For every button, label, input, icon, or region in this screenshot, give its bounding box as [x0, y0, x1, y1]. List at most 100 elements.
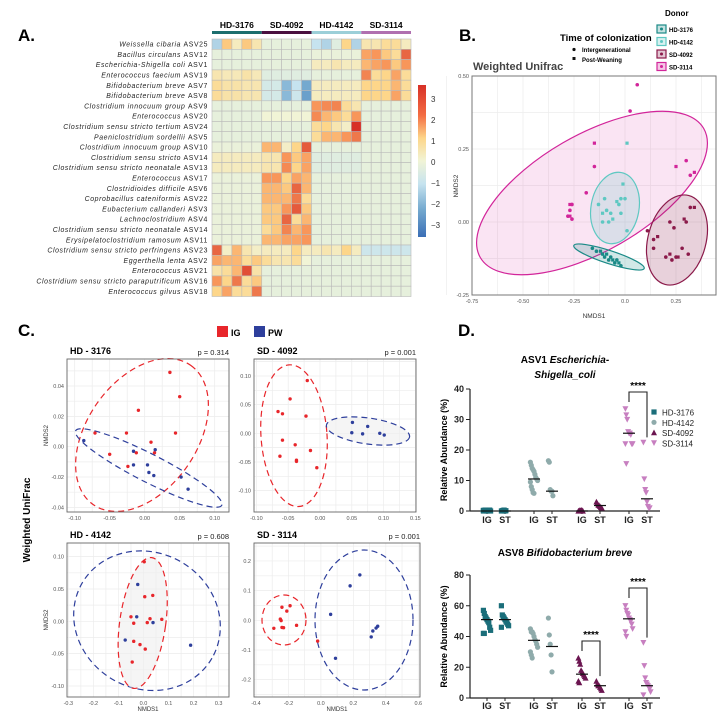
heatmap-cell: [231, 234, 243, 246]
heatmap-cell: [211, 244, 223, 256]
heatmap-cell: [271, 265, 282, 277]
heatmap-cell: [400, 110, 412, 122]
heatmap-cell: [271, 255, 282, 266]
taxon-name: Eggerthella lenta: [124, 258, 188, 265]
heatmap-cell: [221, 162, 233, 174]
heatmap-cell: [331, 38, 342, 50]
heatmap-cell: [311, 255, 322, 266]
heatmap-cell: [241, 203, 253, 215]
x-tick-label: -0.75: [466, 299, 479, 305]
data-point: [668, 220, 672, 224]
pw-point: [350, 431, 354, 435]
heatmap-cell: [251, 38, 263, 50]
heatmap-cell: [221, 59, 233, 71]
row-label: Enterococcus ASV20: [132, 114, 208, 121]
data-point-triangle: [577, 661, 584, 667]
heatmap-cell: [360, 79, 372, 91]
pw-point: [131, 463, 136, 467]
heatmap-cell: [331, 224, 342, 235]
row-label: Escherichia-Shigella coli ASV1: [96, 62, 208, 69]
heatmap-cell: [380, 59, 392, 71]
heatmap-cell: [341, 110, 352, 122]
x-tick-label: 0.10: [378, 516, 389, 522]
heatmap-cell: [281, 193, 292, 205]
data-point: [625, 228, 629, 233]
heatmap-cell: [221, 152, 233, 163]
heatmap-cell: [350, 255, 362, 266]
pw-point: [153, 448, 157, 452]
row-label: Bacillus circulans ASV12: [117, 52, 208, 59]
data-point-square: [668, 252, 672, 256]
heatmap-cell: [291, 182, 302, 194]
heatmap-cell: [390, 69, 402, 81]
heatmap-cell: [370, 213, 382, 225]
confidence-ellipse: [74, 428, 223, 508]
heatmap-cell: [261, 255, 272, 266]
taxon-name: Clostridium sensu stricto neonatale: [53, 227, 184, 234]
x-tick-label: 0.2: [190, 701, 198, 707]
legend-donor-dot: [660, 52, 663, 56]
ig-point: [168, 370, 172, 375]
heatmap-cell: [241, 131, 253, 143]
x-tick-label: 0.10: [209, 516, 220, 522]
heatmap-cell: [321, 275, 332, 287]
heatmap-cell: [211, 285, 223, 297]
data-point-circle: [548, 652, 554, 658]
heatmap-cell: [261, 224, 272, 235]
heatmap-cell: [251, 100, 263, 112]
heatmap-cell: [221, 213, 233, 225]
asv-id: ASV1: [188, 62, 208, 69]
ig-point: [288, 397, 292, 401]
row-label: Coprobacillus cateniformis ASV22: [85, 196, 208, 203]
plot-border: [253, 542, 421, 698]
heatmap-cell: [341, 38, 352, 50]
legend-donor-label: HD-3176: [669, 28, 694, 34]
heatmap-cell: [211, 100, 223, 112]
heatmap-cell: [241, 255, 253, 266]
heatmap-cell: [390, 193, 402, 205]
heatmap-cell: [331, 265, 342, 277]
heatmap-cell: [211, 172, 223, 184]
x-axis-label: NMDS1: [583, 313, 606, 320]
heatmap-cell: [261, 48, 272, 60]
taxon-name: Clostridium sensu stricto: [91, 155, 184, 162]
heatmap-cell: [360, 152, 372, 163]
column-group-bar: [361, 31, 411, 34]
abundance-plot: ASV8 Bifidobacterium breve 0 20 40 60 80 Relat…: [439, 548, 660, 711]
heatmap-cell: [291, 255, 302, 266]
heatmap-cell: [360, 162, 372, 174]
y-tick-label: -0.25: [456, 293, 469, 299]
heatmap-cell: [331, 79, 342, 91]
heatmap-cell: [281, 110, 292, 122]
title-taxon: Escherichia-: [550, 355, 610, 366]
heatmap-cell: [341, 224, 352, 235]
row-label: Clostridium sensu stricto neonatale ASV1…: [53, 227, 208, 234]
heatmap-cell: [360, 285, 372, 297]
heatmap-cell: [241, 162, 253, 174]
taxon-name: Enterococcus faecium: [101, 73, 183, 80]
heatmap-cell: [350, 79, 362, 91]
heatmap-cell: [271, 100, 282, 112]
data-point-circle: [546, 632, 552, 638]
data-point-square: [617, 261, 621, 265]
x-tick-label: -0.2: [89, 701, 98, 707]
heatmap-cell: [221, 234, 233, 246]
x-tick-label: 0.2: [350, 701, 358, 707]
heatmap-cell: [390, 255, 402, 266]
heatmap-cell: [380, 48, 392, 60]
heatmap-cell: [370, 38, 382, 50]
heatmap-cell: [301, 285, 312, 297]
heatmap-cell: [311, 48, 322, 60]
row-label: Paeniclostridium sordellii ASV5: [94, 134, 208, 141]
x-tick-label: 0.6: [414, 701, 422, 707]
heatmap-cell: [221, 141, 233, 153]
ig-point: [143, 595, 147, 599]
heatmap-cell: [281, 131, 292, 143]
data-point: [628, 109, 632, 113]
row-label: Enterococcus gilvus ASV18: [108, 289, 208, 296]
taxon-name: Clostridioides difficile: [107, 186, 188, 193]
data-point-triangle-down: [628, 621, 635, 628]
ig-point: [130, 660, 134, 664]
heatmap-cell: [350, 69, 362, 81]
heatmap-cell: [301, 79, 312, 91]
